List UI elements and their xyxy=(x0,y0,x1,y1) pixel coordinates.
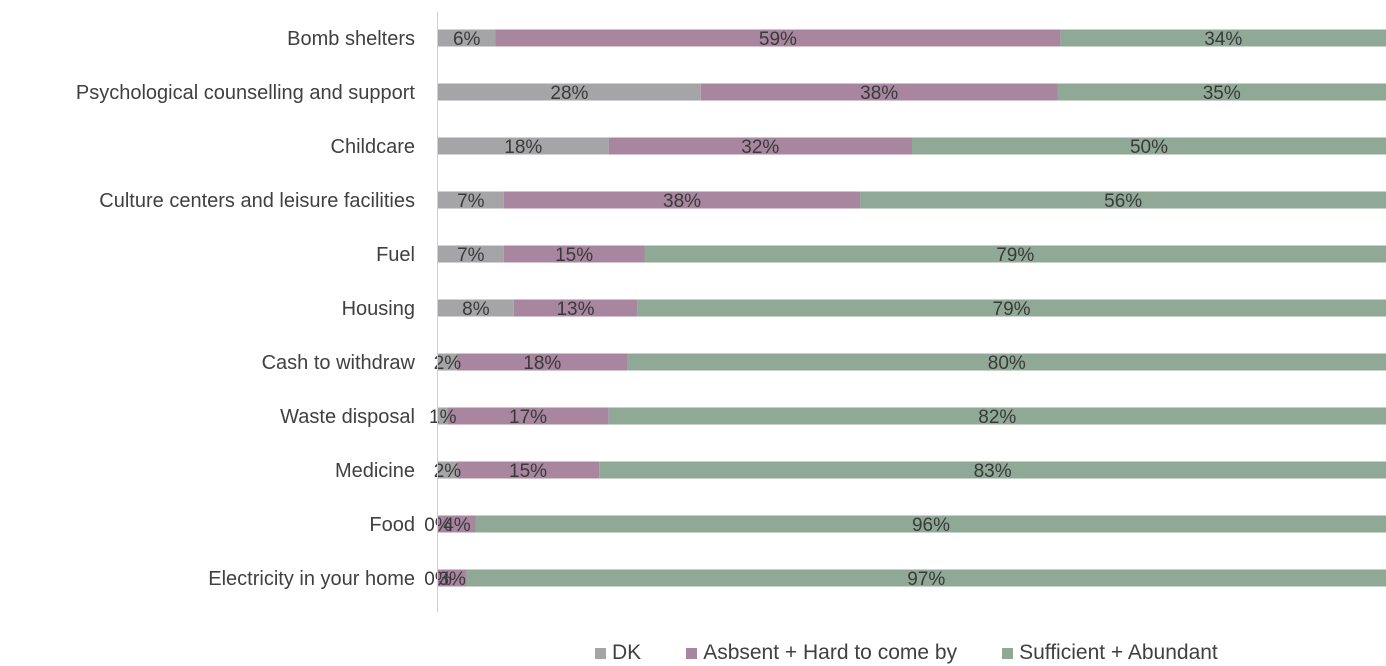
value-label-sufficient-abundant-bomb-shelters: 34% xyxy=(1204,29,1242,50)
value-label-dk-medicine: 2% xyxy=(434,461,462,482)
category-label-electricity-in-your-home: Electricity in your home xyxy=(208,568,415,590)
value-label-asbsent-hard-to-come-by-childcare: 32% xyxy=(741,137,779,158)
legend-label-dk: DK xyxy=(612,641,642,664)
bar-segment-sufficient-abundant-fuel xyxy=(644,245,1386,263)
category-label-psychological-counselling-and-support: Psychological counselling and support xyxy=(76,82,416,104)
bar-segment-sufficient-abundant-medicine xyxy=(599,461,1386,479)
value-label-asbsent-hard-to-come-by-fuel: 15% xyxy=(555,245,593,266)
value-label-sufficient-abundant-culture-centers-and-leisure-facilities: 56% xyxy=(1104,191,1142,212)
category-label-cash-to-withdraw: Cash to withdraw xyxy=(262,352,416,374)
bar-segment-asbsent-hard-to-come-by-medicine xyxy=(456,461,600,479)
category-label-fuel: Fuel xyxy=(376,244,415,266)
category-label-culture-centers-and-leisure-facilities: Culture centers and leisure facilities xyxy=(99,190,415,212)
bar-segment-sufficient-abundant-childcare xyxy=(912,137,1386,155)
category-label-childcare: Childcare xyxy=(331,136,415,158)
value-label-dk-food: 0% xyxy=(424,515,452,536)
legend-item-dk: DK xyxy=(595,641,641,665)
legend-swatch-absent xyxy=(686,647,698,659)
bar-segment-dk-psychological-counselling-and-support xyxy=(438,83,701,101)
category-label-bomb-shelters: Bomb shelters xyxy=(287,28,415,50)
value-label-sufficient-abundant-medicine: 83% xyxy=(974,461,1012,482)
bar-segment-sufficient-abundant-waste-disposal xyxy=(608,407,1386,425)
value-label-asbsent-hard-to-come-by-cash-to-withdraw: 18% xyxy=(523,353,561,374)
bar-segment-asbsent-hard-to-come-by-housing xyxy=(513,299,638,317)
bar-segment-dk-waste-disposal xyxy=(438,407,448,425)
legend-item-absent: Asbsent + Hard to come by xyxy=(686,641,957,665)
value-label-sufficient-abundant-electricity-in-your-home: 97% xyxy=(907,569,945,590)
value-label-sufficient-abundant-childcare: 50% xyxy=(1130,137,1168,158)
value-label-sufficient-abundant-waste-disposal: 82% xyxy=(978,407,1016,428)
value-label-dk-childcare: 18% xyxy=(504,137,542,158)
legend-item-sufficient: Sufficient + Abundant xyxy=(1002,641,1218,665)
value-label-asbsent-hard-to-come-by-culture-centers-and-leisure-facilities: 38% xyxy=(663,191,701,212)
bar-segment-dk-childcare xyxy=(438,137,609,155)
legend-swatch-dk xyxy=(595,647,606,659)
bar-segment-dk-medicine xyxy=(438,461,457,479)
bar-segment-sufficient-abundant-cash-to-withdraw xyxy=(627,353,1386,371)
value-label-asbsent-hard-to-come-by-bomb-shelters: 59% xyxy=(759,29,797,50)
bar-segment-asbsent-hard-to-come-by-psychological-counselling-and-support xyxy=(700,83,1058,101)
category-label-housing: Housing xyxy=(342,298,415,320)
value-label-asbsent-hard-to-come-by-waste-disposal: 17% xyxy=(509,407,547,428)
bar-segment-asbsent-hard-to-come-by-waste-disposal xyxy=(447,407,609,425)
value-labels: 6% 59% 34% 28% 38% 35% 18% 32% 50% 7% 38% 56% 7% 15% 7… xyxy=(424,29,1242,590)
bar-segments xyxy=(438,29,1386,587)
value-label-asbsent-hard-to-come-by-electricity-in-your-home: 3% xyxy=(438,569,466,590)
bar-segment-dk-bomb-shelters xyxy=(438,29,496,47)
bar-segment-sufficient-abundant-bomb-shelters xyxy=(1060,29,1386,47)
bar-segment-asbsent-hard-to-come-by-electricity-in-your-home xyxy=(438,569,467,587)
value-label-dk-fuel: 7% xyxy=(457,245,485,266)
bar-segment-asbsent-hard-to-come-by-cash-to-withdraw xyxy=(456,353,628,371)
value-label-sufficient-abundant-housing: 79% xyxy=(993,299,1031,320)
category-label-medicine: Medicine xyxy=(335,460,415,482)
bar-segment-asbsent-hard-to-come-by-bomb-shelters xyxy=(495,29,1061,47)
legend: DK Asbsent + Hard to come by Sufficient … xyxy=(595,640,1218,666)
bar-segment-dk-culture-centers-and-leisure-facilities xyxy=(438,191,504,209)
bar-segment-sufficient-abundant-electricity-in-your-home xyxy=(466,569,1386,587)
legend-label-sufficient: Sufficient + Abundant xyxy=(1019,641,1218,664)
bar-segment-dk-fuel xyxy=(438,245,504,263)
stacked-bar-chart: Bomb shelters Psychological counselling a… xyxy=(76,12,1386,612)
bar-segment-sufficient-abundant-food xyxy=(475,515,1386,533)
value-label-dk-cash-to-withdraw: 2% xyxy=(434,353,462,374)
value-label-asbsent-hard-to-come-by-housing: 13% xyxy=(556,299,594,320)
value-label-asbsent-hard-to-come-by-medicine: 15% xyxy=(509,461,547,482)
bar-segment-asbsent-hard-to-come-by-childcare xyxy=(608,137,912,155)
bar-segment-sufficient-abundant-psychological-counselling-and-support xyxy=(1057,83,1386,101)
legend-label-absent: Asbsent + Hard to come by xyxy=(703,641,958,664)
value-label-sufficient-abundant-food: 96% xyxy=(912,515,950,536)
bar-segment-dk-housing xyxy=(438,299,514,317)
value-label-asbsent-hard-to-come-by-food: 4% xyxy=(443,515,471,536)
value-label-dk-waste-disposal: 1% xyxy=(429,407,457,428)
value-label-dk-culture-centers-and-leisure-facilities: 7% xyxy=(457,191,485,212)
bar-segment-asbsent-hard-to-come-by-culture-centers-and-leisure-facilities xyxy=(503,191,861,209)
value-label-dk-housing: 8% xyxy=(462,299,490,320)
value-label-sufficient-abundant-psychological-counselling-and-support: 35% xyxy=(1203,83,1241,104)
value-label-dk-psychological-counselling-and-support: 28% xyxy=(550,83,588,104)
value-label-dk-bomb-shelters: 6% xyxy=(453,29,481,50)
bar-segment-asbsent-hard-to-come-by-fuel xyxy=(503,245,645,263)
bar-segment-asbsent-hard-to-come-by-food xyxy=(438,515,476,533)
category-label-food: Food xyxy=(369,514,415,536)
bar-segment-sufficient-abundant-culture-centers-and-leisure-facilities xyxy=(860,191,1386,209)
category-label-waste-disposal: Waste disposal xyxy=(280,406,415,428)
value-label-dk-electricity-in-your-home: 0% xyxy=(424,569,452,590)
value-label-sufficient-abundant-fuel: 79% xyxy=(996,245,1034,266)
value-label-asbsent-hard-to-come-by-psychological-counselling-and-support: 38% xyxy=(860,83,898,104)
legend-swatch-sufficient xyxy=(1002,647,1014,659)
category-labels: Bomb shelters Psychological counselling a… xyxy=(76,28,416,590)
value-label-sufficient-abundant-cash-to-withdraw: 80% xyxy=(988,353,1026,374)
bar-segment-dk-cash-to-withdraw xyxy=(438,353,457,371)
bar-segment-sufficient-abundant-housing xyxy=(637,299,1386,317)
